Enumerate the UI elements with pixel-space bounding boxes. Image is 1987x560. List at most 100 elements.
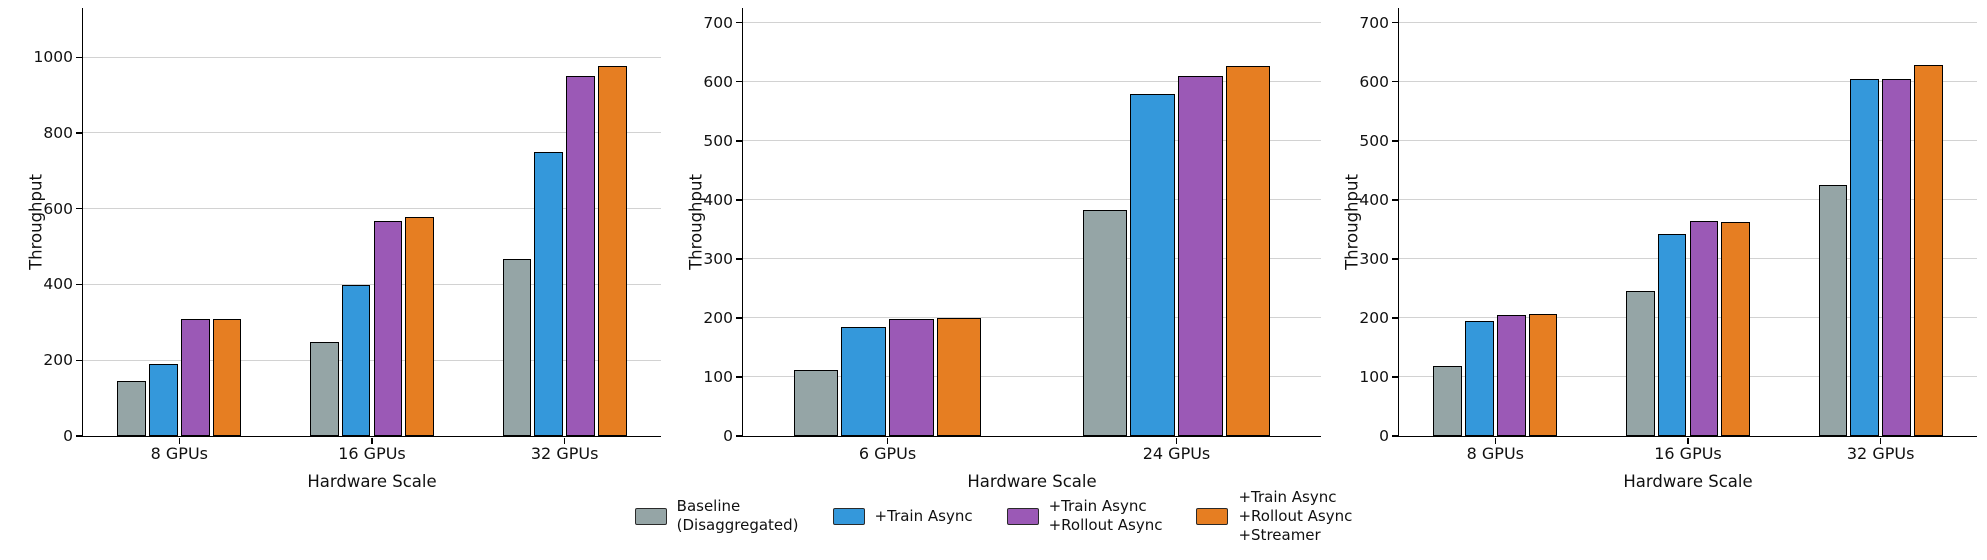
legend-item-4: +Train Async +Rollout Async +Streamer <box>1196 488 1352 544</box>
legend-label: Baseline (Disaggregated) <box>677 497 799 535</box>
x-tick-mark <box>1494 438 1497 444</box>
y-tick-mark <box>736 258 742 260</box>
legend-swatch <box>1196 507 1229 525</box>
gridline <box>83 283 661 285</box>
bar-16-gpus-series-4 <box>405 217 435 436</box>
y-tick-label: 400 <box>1359 190 1389 209</box>
gridline <box>1399 258 1977 260</box>
legend-label-line: Baseline <box>676 497 741 516</box>
gridline <box>1399 199 1977 201</box>
bar-8-gpus-series-4 <box>212 318 242 436</box>
legend-swatch <box>1006 507 1039 525</box>
y-tick-mark <box>1392 317 1398 319</box>
legend-item-1: Baseline (Disaggregated) <box>634 497 799 535</box>
legend-label: +Train Async <box>875 507 973 526</box>
y-tick-label: 800 <box>43 123 73 142</box>
y-tick-label: 0 <box>723 427 733 445</box>
legend-swatch <box>832 507 865 525</box>
y-tick-mark <box>736 81 742 83</box>
y-tick-mark <box>76 208 82 210</box>
x-tick-mark <box>563 438 566 444</box>
y-axis-label: Throughput <box>686 174 706 270</box>
legend: Baseline (Disaggregated) +Train Async +Trai… <box>0 488 1987 544</box>
y-tick-mark <box>1392 22 1398 24</box>
gridline <box>743 140 1321 142</box>
y-tick-mark <box>1392 81 1398 83</box>
y-tick-label: 400 <box>43 275 73 294</box>
bar-16-gpus-series-3 <box>1689 221 1719 436</box>
legend-label: +Train Async +Rollout Async <box>1049 497 1163 535</box>
x-axis-label: Hardware Scale <box>307 472 437 491</box>
subplot-1: 0 200 400 600 800 1000 8 GPUs 16 GPUs 32 GPUs Har… <box>27 8 661 491</box>
x-tick-mark <box>1687 438 1689 444</box>
bar-32-gpus-series-1 <box>1818 185 1848 436</box>
bar-8-gpus-series-2 <box>149 364 178 436</box>
gridline <box>743 22 1321 24</box>
x-tick-mark <box>1879 438 1882 444</box>
legend-item-2: +Train Async <box>832 507 973 526</box>
y-tick-mark <box>76 283 82 286</box>
gridline <box>743 317 1321 319</box>
bar-16-gpus-series-1 <box>309 341 339 436</box>
bar-32-gpus-series-3 <box>566 76 595 436</box>
y-tick-mark <box>1392 435 1398 437</box>
bar-24-gpus-series-3 <box>1178 76 1223 436</box>
bar-32-gpus-series-1 <box>502 259 532 436</box>
y-tick-label: 200 <box>1359 308 1389 327</box>
x-tick-label: 8 GPUs <box>150 444 208 463</box>
bar-8-gpus-series-3 <box>180 318 210 436</box>
bar-24-gpus-series-4 <box>1225 65 1271 436</box>
x-axis-label: Hardware Scale <box>1623 472 1753 491</box>
x-tick-label: 16 GPUs <box>338 444 406 463</box>
bar-16-gpus-series-4 <box>1721 222 1751 436</box>
y-tick-mark <box>736 317 742 319</box>
y-tick-label: 200 <box>43 351 73 370</box>
bar-8-gpus-series-1 <box>1433 366 1463 436</box>
legend-label-line: +Train Async <box>874 506 973 525</box>
y-tick-label: 600 <box>43 199 73 218</box>
y-tick-mark <box>1392 199 1398 201</box>
x-axis-label: Hardware Scale <box>967 472 1097 491</box>
x-tick-label: 32 GPUs <box>1846 444 1915 463</box>
bar-32-gpus-series-4 <box>597 65 627 436</box>
x-tick-label: 16 GPUs <box>1654 444 1722 463</box>
y-tick-label: 600 <box>1359 72 1389 91</box>
x-tick-label: 8 GPUs <box>1466 444 1524 463</box>
y-tick-label: 1000 <box>33 48 73 67</box>
y-tick-label: 700 <box>703 13 733 32</box>
gridline <box>743 81 1321 83</box>
legend-swatch <box>634 507 667 525</box>
bar-16-gpus-series-2 <box>1657 234 1687 436</box>
y-tick-mark <box>736 22 742 24</box>
y-tick-label: 0 <box>1379 427 1389 445</box>
bar-16-gpus-series-1 <box>1625 291 1655 436</box>
x-tick-label: 24 GPUs <box>1142 444 1211 463</box>
bar-16-gpus-series-3 <box>373 220 403 436</box>
bar-32-gpus-series-3 <box>1882 78 1911 436</box>
bar-8-gpus-series-1 <box>117 381 147 436</box>
y-tick-label: 700 <box>1359 13 1389 32</box>
y-tick-label: 0 <box>63 427 73 445</box>
y-tick-mark <box>76 132 82 134</box>
y-tick-label: 100 <box>1359 367 1389 386</box>
gridline <box>83 359 661 361</box>
bar-8-gpus-series-4 <box>1528 313 1558 436</box>
gridline <box>743 258 1321 260</box>
legend-label-line: +Streamer <box>1238 525 1321 544</box>
legend-label-line: +Train Async <box>1238 488 1337 506</box>
bar-32-gpus-series-2 <box>534 151 564 436</box>
legend-label-line: +Train Async <box>1048 497 1147 516</box>
y-tick-mark <box>736 199 742 201</box>
bar-16-gpus-series-2 <box>341 285 371 436</box>
gridline <box>83 208 661 210</box>
y-tick-label: 100 <box>703 367 733 386</box>
x-tick-mark <box>178 438 181 444</box>
bar-6-gpus-series-4 <box>936 317 982 436</box>
bar-32-gpus-series-2 <box>1850 78 1880 436</box>
gridline <box>1399 22 1977 24</box>
y-tick-mark <box>1392 258 1398 260</box>
bar-6-gpus-series-3 <box>889 319 934 436</box>
legend-label-line: +Rollout Async <box>1048 516 1163 535</box>
gridline <box>743 199 1321 201</box>
y-tick-label: 300 <box>703 249 733 268</box>
